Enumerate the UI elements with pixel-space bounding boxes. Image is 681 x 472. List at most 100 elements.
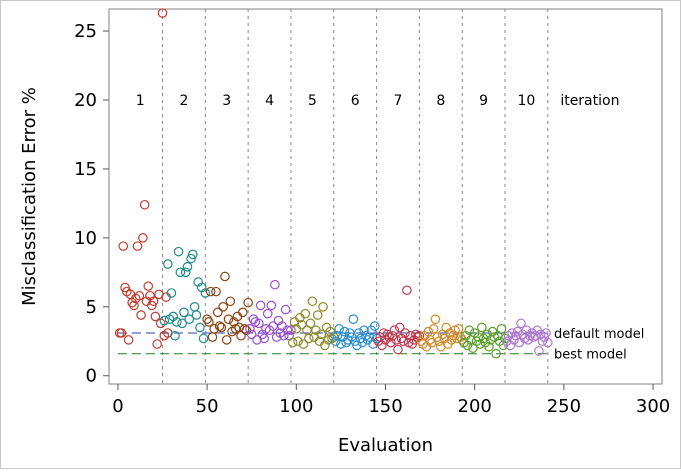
data-point [216, 322, 227, 333]
data-point [386, 337, 396, 348]
data-point [266, 300, 277, 311]
data-point [382, 329, 393, 340]
data-point [163, 259, 173, 269]
data-point [543, 337, 553, 348]
data-point [400, 328, 410, 338]
data-point [204, 317, 214, 327]
iteration-number: 4 [265, 93, 274, 109]
data-point [237, 307, 248, 318]
data-point [282, 325, 293, 336]
data-point [312, 310, 323, 320]
data-point [300, 308, 311, 319]
x-tick-label: 100 [279, 396, 313, 417]
data-point [402, 285, 412, 296]
data-point [369, 321, 380, 331]
y-tick-label: 20 [74, 90, 97, 111]
data-point [175, 267, 186, 278]
data-point [189, 301, 200, 312]
data-point [221, 335, 232, 345]
data-point [491, 348, 501, 359]
iteration-number: 10 [518, 93, 536, 109]
data-point [188, 249, 198, 260]
data-point [534, 346, 544, 356]
data-point [220, 271, 230, 282]
y-axis-title: Misclassification Error % [19, 87, 40, 306]
data-point [245, 324, 255, 334]
data-point [270, 279, 280, 290]
data-point [180, 267, 191, 278]
data-point [202, 314, 212, 325]
data-point [177, 318, 187, 329]
y-tick-label: 25 [74, 21, 97, 42]
data-point [138, 233, 148, 243]
y-axis: 0 5 10 15 20 25 [74, 21, 109, 387]
data-point [143, 281, 154, 291]
data-point [184, 314, 195, 325]
x-tick-label: 300 [636, 396, 670, 417]
data-point [296, 319, 307, 330]
data-point [223, 314, 234, 325]
data-point [211, 286, 221, 297]
data-point [136, 310, 146, 320]
data-point [516, 318, 526, 329]
data-point [255, 300, 266, 311]
data-point [332, 330, 343, 341]
data-point [173, 246, 184, 257]
data-point [430, 314, 441, 325]
data-point [394, 322, 405, 333]
data-point [307, 296, 318, 307]
iteration-number: 3 [222, 93, 231, 109]
data-point [171, 317, 182, 327]
data-point [191, 310, 202, 320]
x-axis-title: Evaluation [338, 435, 433, 456]
data-point [159, 315, 170, 326]
x-tick-label: 250 [547, 396, 581, 417]
data-point [118, 241, 129, 251]
data-point [129, 300, 139, 311]
iteration-number: 7 [394, 93, 403, 109]
data-point [150, 311, 161, 322]
data-point [316, 329, 327, 340]
x-tick-label: 150 [368, 396, 402, 417]
data-point [473, 332, 484, 342]
data-point [293, 336, 303, 347]
iteration-number: 9 [479, 93, 488, 109]
iteration-number: 2 [179, 93, 188, 109]
data-point [318, 301, 328, 312]
iteration-label: iteration [560, 93, 619, 109]
data-point [246, 329, 257, 340]
data-point [303, 333, 314, 344]
data-point [391, 335, 402, 345]
y-tick-label: 5 [86, 297, 97, 318]
data-point [152, 339, 162, 349]
data-point [254, 318, 264, 329]
data-point [512, 326, 523, 337]
data-point [252, 335, 262, 345]
data-point [305, 318, 316, 329]
data-point [132, 241, 143, 251]
x-tick-label: 200 [458, 396, 492, 417]
data-point [286, 325, 296, 336]
data-point [334, 324, 344, 334]
x-tick-label: 0 [112, 396, 123, 417]
data-point [389, 325, 400, 336]
data-point [427, 337, 437, 348]
data-point [414, 330, 425, 341]
data-point [259, 333, 269, 344]
data-point [336, 339, 346, 349]
data-point [298, 339, 309, 349]
reference-line-label: best model [554, 348, 627, 363]
data-point [541, 328, 551, 338]
data-point [477, 322, 487, 333]
data-point [287, 337, 298, 348]
data-point [496, 324, 507, 334]
data-point [134, 290, 145, 301]
iteration-labels: 1 2 3 4 5 6 7 8 9 10 iteration [136, 93, 620, 109]
data-point [359, 325, 369, 336]
x-tick-label: 50 [196, 396, 219, 417]
data-point [262, 308, 273, 319]
data-point [339, 326, 350, 337]
data-point [393, 344, 403, 355]
data-point [209, 324, 220, 334]
data-point [464, 325, 475, 336]
